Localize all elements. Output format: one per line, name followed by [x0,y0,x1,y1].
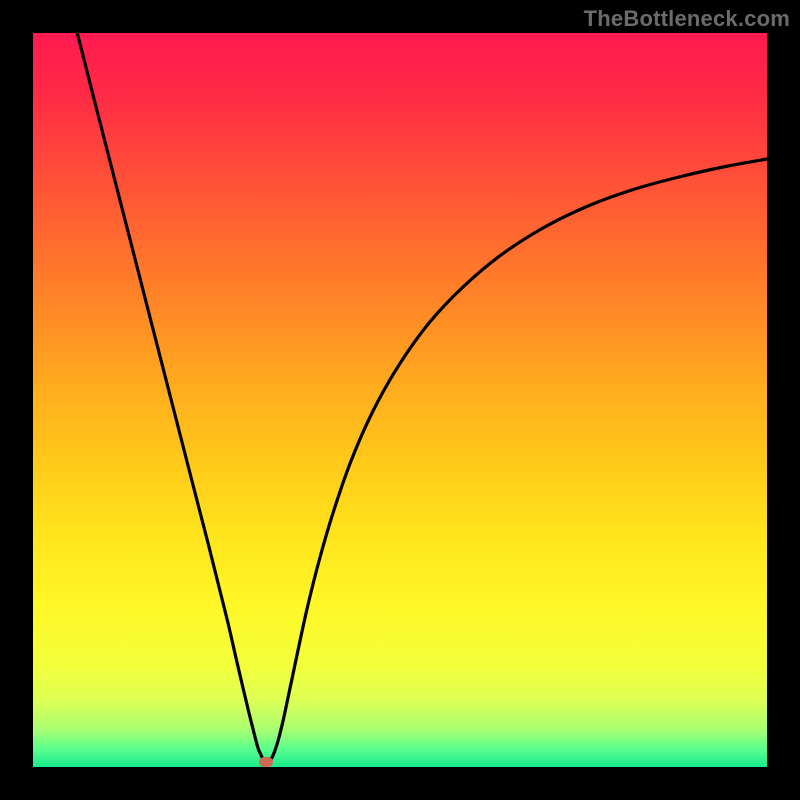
watermark-text: TheBottleneck.com [584,6,790,32]
curve-right-segment [268,159,767,761]
bottleneck-curve [33,33,767,767]
curve-left-segment [76,33,268,761]
minimum-marker [259,757,273,767]
figure-canvas: TheBottleneck.com [0,0,800,800]
plot-area [33,33,767,767]
